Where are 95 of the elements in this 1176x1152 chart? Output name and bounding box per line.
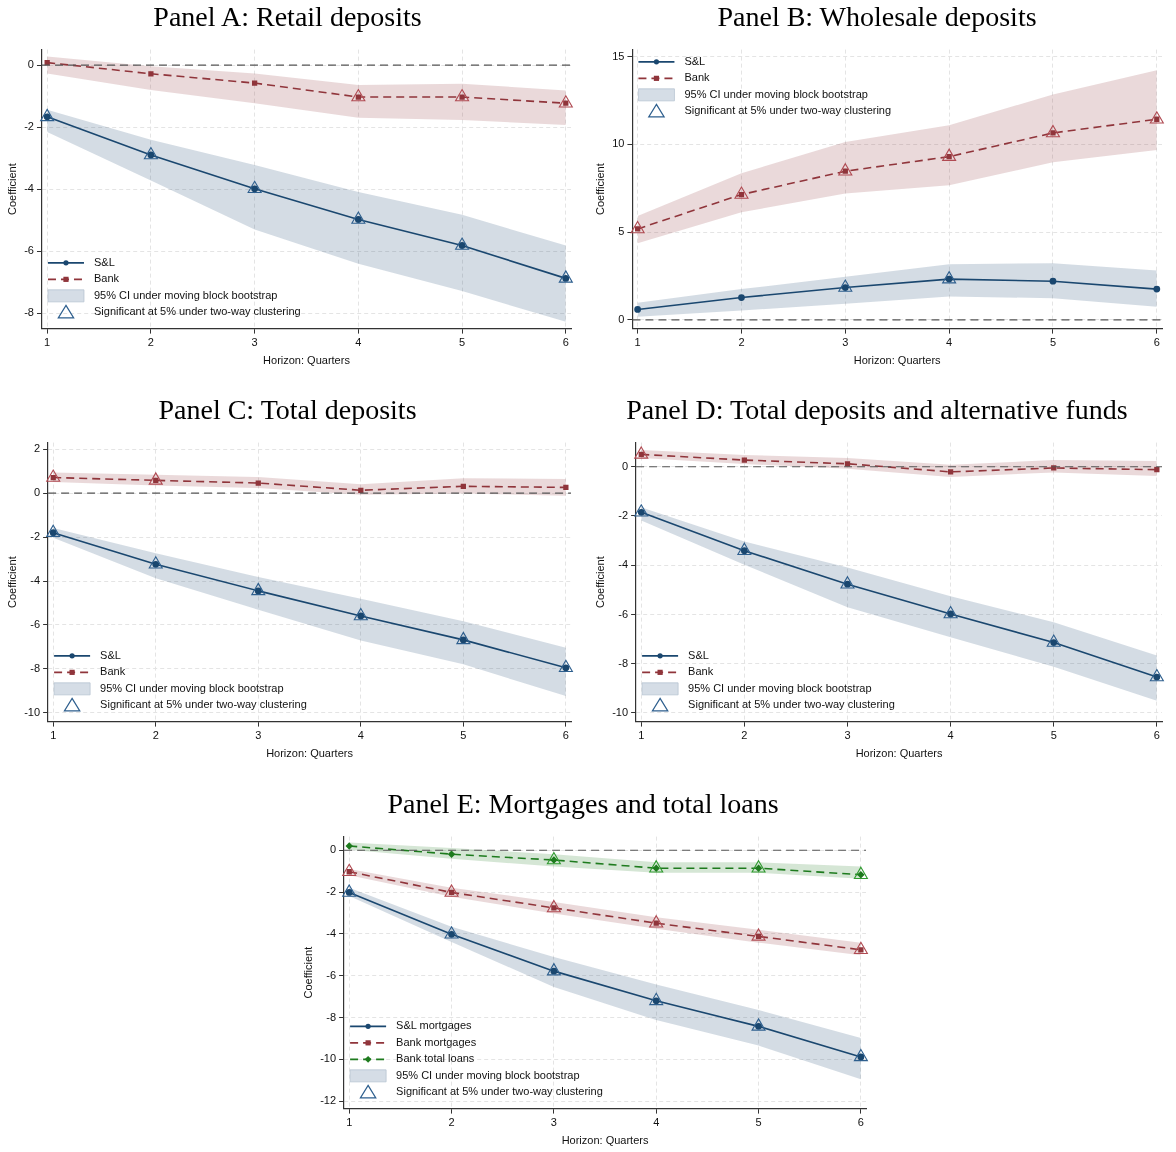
x-tick-label: 2	[738, 336, 745, 349]
x-tick-label: 3	[550, 1116, 557, 1129]
x-tick-label: 2	[741, 729, 748, 742]
legend-label: Bank	[684, 71, 711, 84]
x-tick-label: 5	[459, 336, 466, 349]
legend-label: Significant at 5% under two-way clustering	[100, 698, 307, 711]
x-tick-label: 5	[460, 729, 467, 742]
legend-label: Significant at 5% under two-way clustering	[93, 305, 301, 318]
legend-label: Bank total loans	[396, 1052, 475, 1065]
y-tick-label: -10	[24, 705, 41, 718]
x-tick-label: 3	[842, 336, 849, 349]
x-tick-label: 4	[653, 1116, 660, 1129]
x-axis-title: Horizon: Quarters	[561, 1134, 649, 1147]
x-tick-label: 3	[844, 729, 851, 742]
y-tick-label: -8	[30, 661, 41, 674]
x-tick-label: 1	[638, 729, 645, 742]
legend-label: Significant at 5% under two-way clustering	[684, 104, 892, 117]
x-tick-label: 5	[755, 1116, 762, 1129]
x-tick-label: 6	[562, 336, 569, 349]
x-tick-label: 4	[946, 336, 953, 349]
y-tick-label: -2	[30, 530, 41, 543]
x-axis-title: Horizon: Quarters	[853, 354, 942, 367]
chart-title: Panel A: Retail deposits	[153, 1, 422, 33]
y-axis-title: Coefficient	[301, 946, 314, 999]
y-tick-label: 0	[33, 486, 41, 499]
legend-label: Bank mortgages	[396, 1035, 477, 1048]
legend-label: Bank	[100, 665, 126, 678]
x-tick-label: 1	[346, 1116, 353, 1129]
x-axis-title: Horizon: Quarters	[263, 354, 351, 367]
y-axis-title: Coefficient	[5, 556, 18, 608]
y-tick-label: 0	[27, 58, 34, 71]
y-tick-label: -4	[24, 182, 34, 195]
y-axis-title: Coefficient	[5, 163, 18, 215]
legend-label: 95% CI under moving block bootstrap	[684, 87, 868, 100]
y-tick-label: -6	[30, 617, 41, 630]
y-tick-label: 10	[612, 137, 625, 150]
x-tick-label: 1	[44, 336, 51, 349]
y-tick-label: -8	[618, 656, 629, 669]
y-tick-label: -6	[24, 244, 34, 257]
x-tick-label: 6	[1153, 336, 1160, 349]
y-axis-title: Coefficient	[593, 556, 606, 608]
chart-title: Panel E: Mortgages and total loans	[387, 788, 779, 820]
legend-label: S&L	[93, 255, 115, 268]
y-tick-label: -6	[618, 607, 629, 620]
y-tick-label: -2	[326, 885, 337, 898]
y-tick-label: 0	[329, 843, 337, 856]
x-tick-label: 3	[255, 729, 262, 742]
x-tick-label: 6	[1153, 729, 1160, 742]
legend-label: Bank	[93, 272, 120, 285]
legend-label: S&L mortgages	[396, 1019, 473, 1032]
y-tick-label: -12	[320, 1094, 337, 1107]
x-tick-label: 2	[152, 729, 159, 742]
y-tick-label: -2	[24, 120, 34, 133]
y-tick-label: -8	[326, 1010, 337, 1023]
x-tick-label: 1	[50, 729, 57, 742]
x-tick-label: 2	[448, 1116, 455, 1129]
y-tick-label: -8	[24, 306, 34, 319]
y-tick-label: -4	[30, 574, 41, 587]
x-axis-title: Horizon: Quarters	[266, 747, 354, 760]
x-tick-label: 1	[634, 336, 641, 349]
y-tick-label: 0	[621, 459, 629, 472]
y-tick-label: -2	[618, 509, 629, 522]
x-tick-label: 6	[857, 1116, 864, 1129]
y-tick-label: 2	[33, 442, 41, 455]
legend-label: S&L	[100, 648, 121, 661]
chart-title: Panel B: Wholesale deposits	[717, 1, 1037, 33]
legend-label: S&L	[684, 54, 706, 67]
y-tick-label: -4	[326, 926, 337, 939]
y-tick-label: -10	[612, 706, 629, 719]
x-tick-label: 6	[562, 729, 569, 742]
x-tick-label: 2	[147, 336, 154, 349]
x-tick-label: 4	[357, 729, 364, 742]
legend-label: Significant at 5% under two-way clustering	[396, 1085, 603, 1098]
y-tick-label: 5	[618, 225, 625, 238]
y-tick-label: -6	[326, 968, 337, 981]
x-tick-label: 3	[251, 336, 258, 349]
legend-label: 95% CI under moving block bootstrap	[93, 288, 278, 301]
legend-label: S&L	[688, 648, 709, 661]
x-tick-label: 4	[355, 336, 362, 349]
y-tick-label: 0	[618, 312, 625, 325]
legend-label: Significant at 5% under two-way clustering	[688, 698, 895, 711]
y-tick-label: -4	[618, 558, 629, 571]
chart-title: Panel C: Total deposits	[158, 394, 417, 426]
legend-label: 95% CI under moving block bootstrap	[100, 681, 284, 694]
legend-label: 95% CI under moving block bootstrap	[396, 1068, 580, 1081]
y-tick-label: 15	[612, 49, 625, 62]
x-tick-label: 4	[947, 729, 954, 742]
legend-label: Bank	[688, 665, 714, 678]
legend-label: 95% CI under moving block bootstrap	[688, 681, 872, 694]
x-tick-label: 5	[1050, 729, 1057, 742]
chart-title: Panel D: Total deposits and alternative funds	[626, 394, 1128, 426]
x-axis-title: Horizon: Quarters	[855, 747, 943, 760]
y-axis-title: Coefficient	[593, 163, 606, 215]
x-tick-label: 5	[1049, 336, 1057, 349]
y-tick-label: -10	[320, 1052, 337, 1065]
